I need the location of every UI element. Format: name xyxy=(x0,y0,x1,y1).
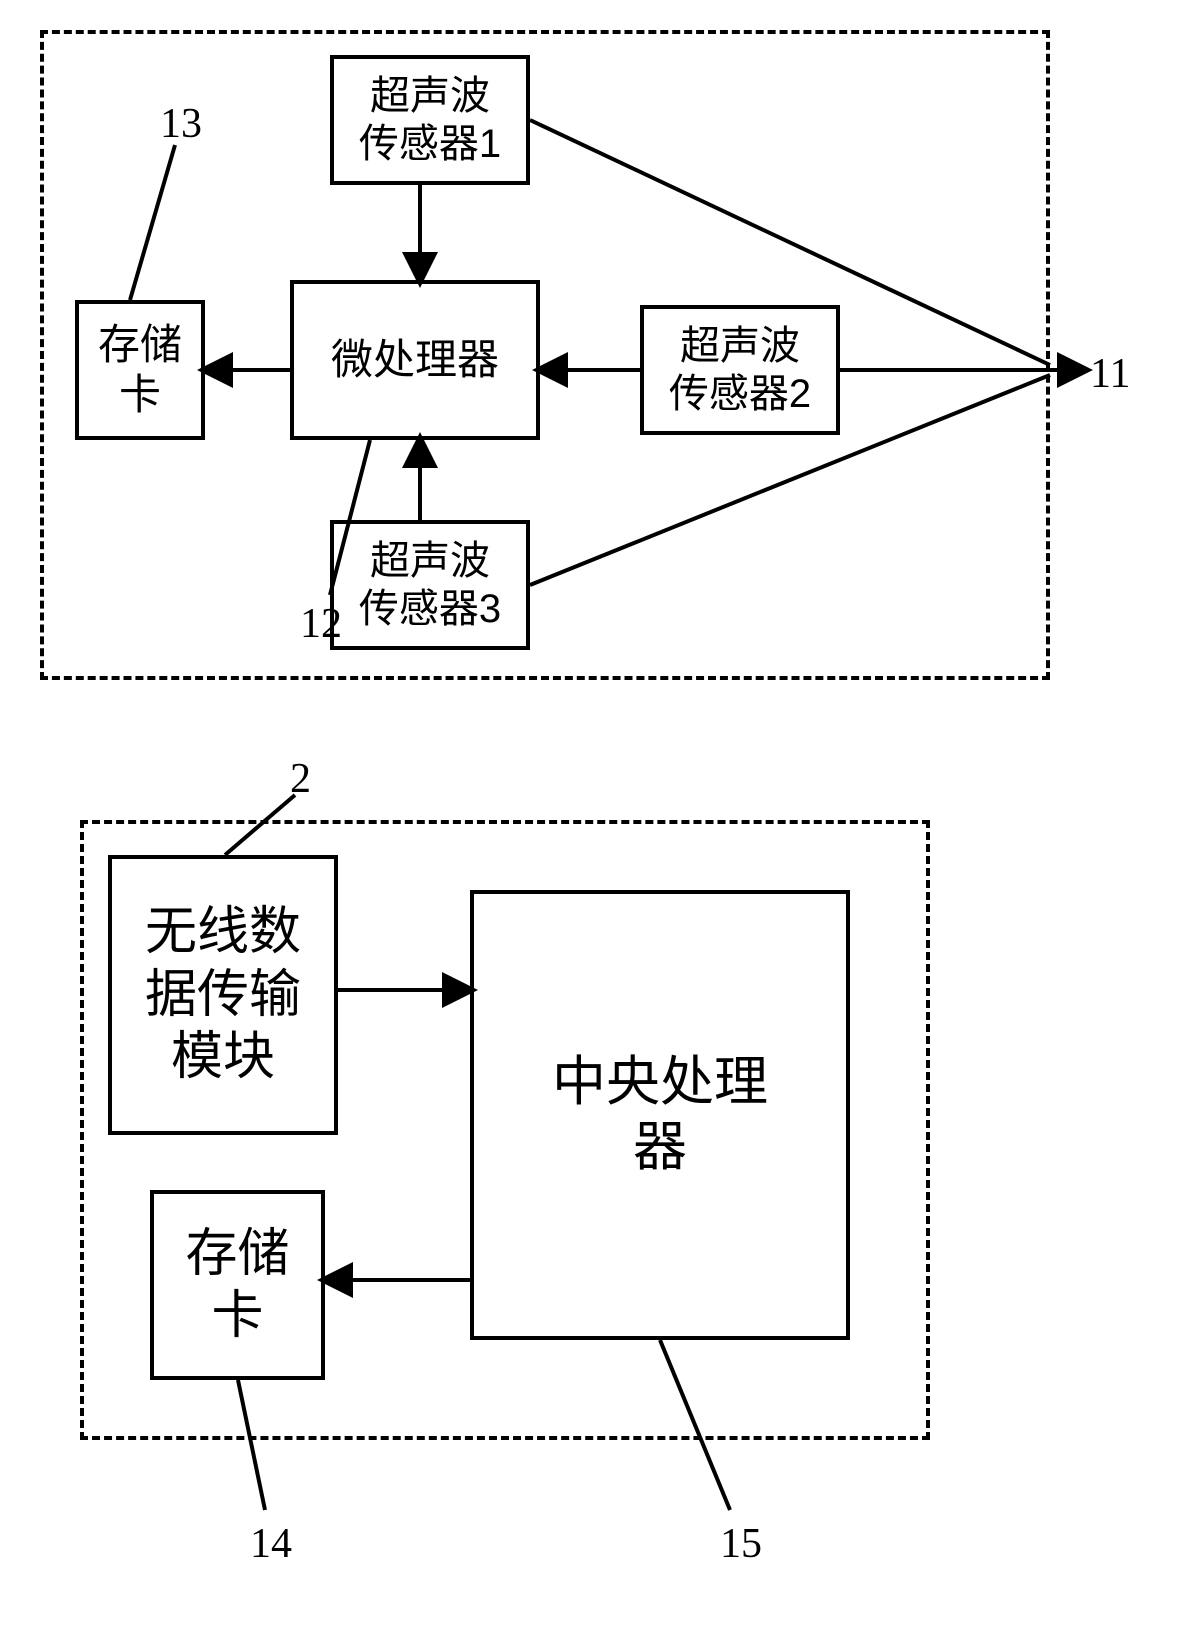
label-11: 11 xyxy=(1090,350,1130,398)
label-13: 13 xyxy=(160,100,202,148)
box-sensor3-label: 超声波传感器3 xyxy=(359,537,501,633)
box-sensor1: 超声波传感器1 xyxy=(330,55,530,185)
label-2: 2 xyxy=(290,755,311,803)
box-cpu-label: 中央处理器 xyxy=(552,1050,768,1180)
box-sensor2: 超声波传感器2 xyxy=(640,305,840,435)
box-memcard-top: 存储卡 xyxy=(75,300,205,440)
box-microprocessor-label: 微处理器 xyxy=(331,335,499,385)
box-memcard-bottom: 存储卡 xyxy=(150,1190,325,1380)
box-wireless-label: 无线数据传输模块 xyxy=(145,901,301,1088)
label-14: 14 xyxy=(250,1520,292,1568)
box-microprocessor: 微处理器 xyxy=(290,280,540,440)
box-sensor3: 超声波传感器3 xyxy=(330,520,530,650)
box-sensor2-label: 超声波传感器2 xyxy=(669,322,811,418)
box-memcard-bottom-label: 存储卡 xyxy=(185,1223,289,1348)
box-wireless: 无线数据传输模块 xyxy=(108,855,338,1135)
box-sensor1-label: 超声波传感器1 xyxy=(359,72,501,168)
label-15: 15 xyxy=(720,1520,762,1568)
label-12: 12 xyxy=(300,600,342,648)
box-memcard-top-label: 存储卡 xyxy=(98,320,182,421)
box-cpu: 中央处理器 xyxy=(470,890,850,1340)
